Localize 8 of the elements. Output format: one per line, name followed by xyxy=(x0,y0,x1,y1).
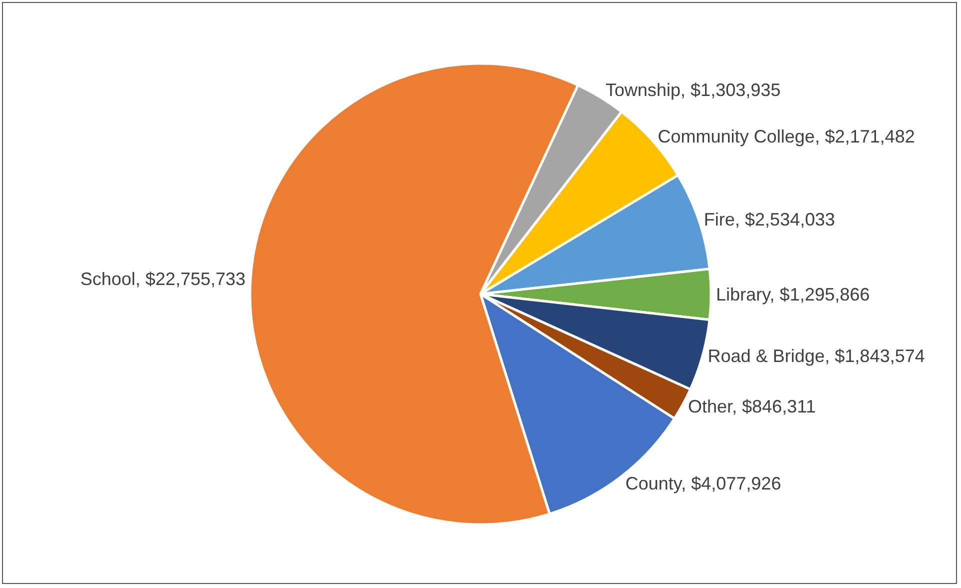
slice-label: School, $22,755,733 xyxy=(80,268,246,289)
slice-label: Township, $1,303,935 xyxy=(606,80,781,100)
slice-label: Road & Bridge, $1,843,574 xyxy=(708,346,925,366)
slice-label: Fire, $2,534,033 xyxy=(704,209,835,230)
slice-label: Library, $1,295,866 xyxy=(716,284,870,304)
slice-label: Other, $846,311 xyxy=(688,396,816,417)
slice-label: Community College, $2,171,482 xyxy=(658,126,915,146)
slice-label: County, $4,077,926 xyxy=(625,474,782,494)
